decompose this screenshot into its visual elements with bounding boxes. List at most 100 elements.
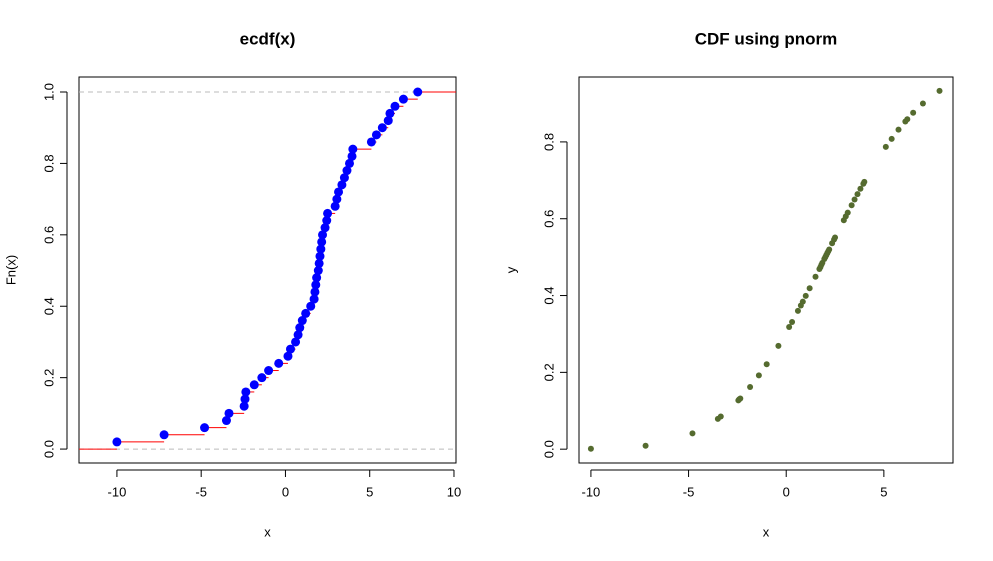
point (200, 423, 210, 433)
point (322, 216, 332, 226)
y-tick-label: 0.2 (41, 369, 56, 387)
point (385, 108, 395, 118)
point (286, 344, 296, 354)
y-tick-label: 0.0 (41, 440, 56, 458)
point (844, 209, 851, 216)
x-tick-label: 0 (282, 484, 289, 499)
point (264, 366, 274, 376)
point (293, 330, 303, 340)
point (789, 319, 796, 326)
x-tick-label: 10 (447, 484, 461, 499)
y-tick-label: 0.6 (41, 226, 56, 244)
point (221, 416, 231, 426)
plot-frame (78, 76, 457, 464)
chart-title: CDF using pnorm (695, 29, 838, 48)
point (689, 430, 696, 437)
y-tick-label: 0.0 (541, 440, 556, 458)
point (317, 237, 327, 247)
point (642, 442, 649, 449)
point (398, 94, 408, 104)
point (310, 287, 320, 297)
point (348, 144, 358, 154)
point (802, 292, 809, 299)
point (339, 173, 349, 183)
x-tick-label: 5 (880, 484, 887, 499)
point (313, 266, 323, 276)
point (857, 185, 864, 192)
point (249, 380, 259, 390)
point (826, 246, 833, 253)
point (257, 373, 267, 383)
point (334, 187, 344, 197)
point (888, 135, 895, 142)
y-tick-label: 1.0 (41, 83, 56, 101)
point (904, 116, 911, 123)
point (371, 130, 381, 140)
point (851, 196, 858, 203)
y-tick-label: 0.2 (541, 363, 556, 381)
point (291, 337, 301, 347)
point (314, 258, 324, 268)
point (318, 230, 328, 240)
y-tick-label: 0.8 (541, 133, 556, 151)
point (848, 202, 855, 209)
point (413, 87, 423, 97)
point (936, 87, 943, 94)
point (297, 316, 307, 326)
point (283, 351, 293, 361)
point (775, 342, 782, 349)
point (390, 101, 400, 111)
point (295, 323, 305, 333)
point (320, 223, 330, 233)
point (323, 208, 333, 218)
point (587, 445, 594, 452)
x-axis-label: x (264, 524, 271, 539)
x-axis-label: x (763, 524, 770, 539)
point (240, 394, 250, 404)
point (312, 273, 322, 283)
x-tick-label: -5 (683, 484, 695, 499)
point (895, 126, 902, 133)
point (812, 273, 819, 280)
point (342, 166, 352, 176)
point (854, 191, 861, 198)
point (309, 294, 319, 304)
y-tick-label: 0.4 (41, 297, 56, 315)
y-axis-label: Fn(x) (3, 255, 18, 285)
point (737, 395, 744, 402)
point (366, 137, 376, 147)
point (799, 298, 806, 305)
point (347, 151, 357, 161)
point (274, 358, 284, 368)
point (316, 244, 326, 254)
point (747, 383, 754, 390)
point (755, 372, 762, 379)
y-tick-label: 0.4 (541, 287, 556, 305)
point (763, 361, 770, 368)
point (337, 180, 347, 190)
x-tick-label: -10 (582, 484, 601, 499)
point (224, 408, 234, 418)
point (306, 301, 316, 311)
point (311, 280, 321, 290)
y-axis-label: y (503, 266, 518, 273)
chart-title: ecdf(x) (240, 29, 296, 48)
y-tick-label: 0.8 (41, 154, 56, 172)
y-tick-label: 0.6 (541, 210, 556, 228)
point (159, 430, 169, 440)
point (786, 324, 793, 331)
x-tick-label: 0 (783, 484, 790, 499)
point (806, 285, 813, 292)
point (717, 413, 724, 420)
point (344, 158, 354, 168)
point (882, 143, 889, 150)
point (794, 307, 801, 314)
point (112, 437, 122, 447)
x-tick-label: 5 (366, 484, 373, 499)
point (383, 116, 393, 126)
point (377, 123, 387, 133)
point (315, 251, 325, 261)
point (301, 308, 311, 318)
